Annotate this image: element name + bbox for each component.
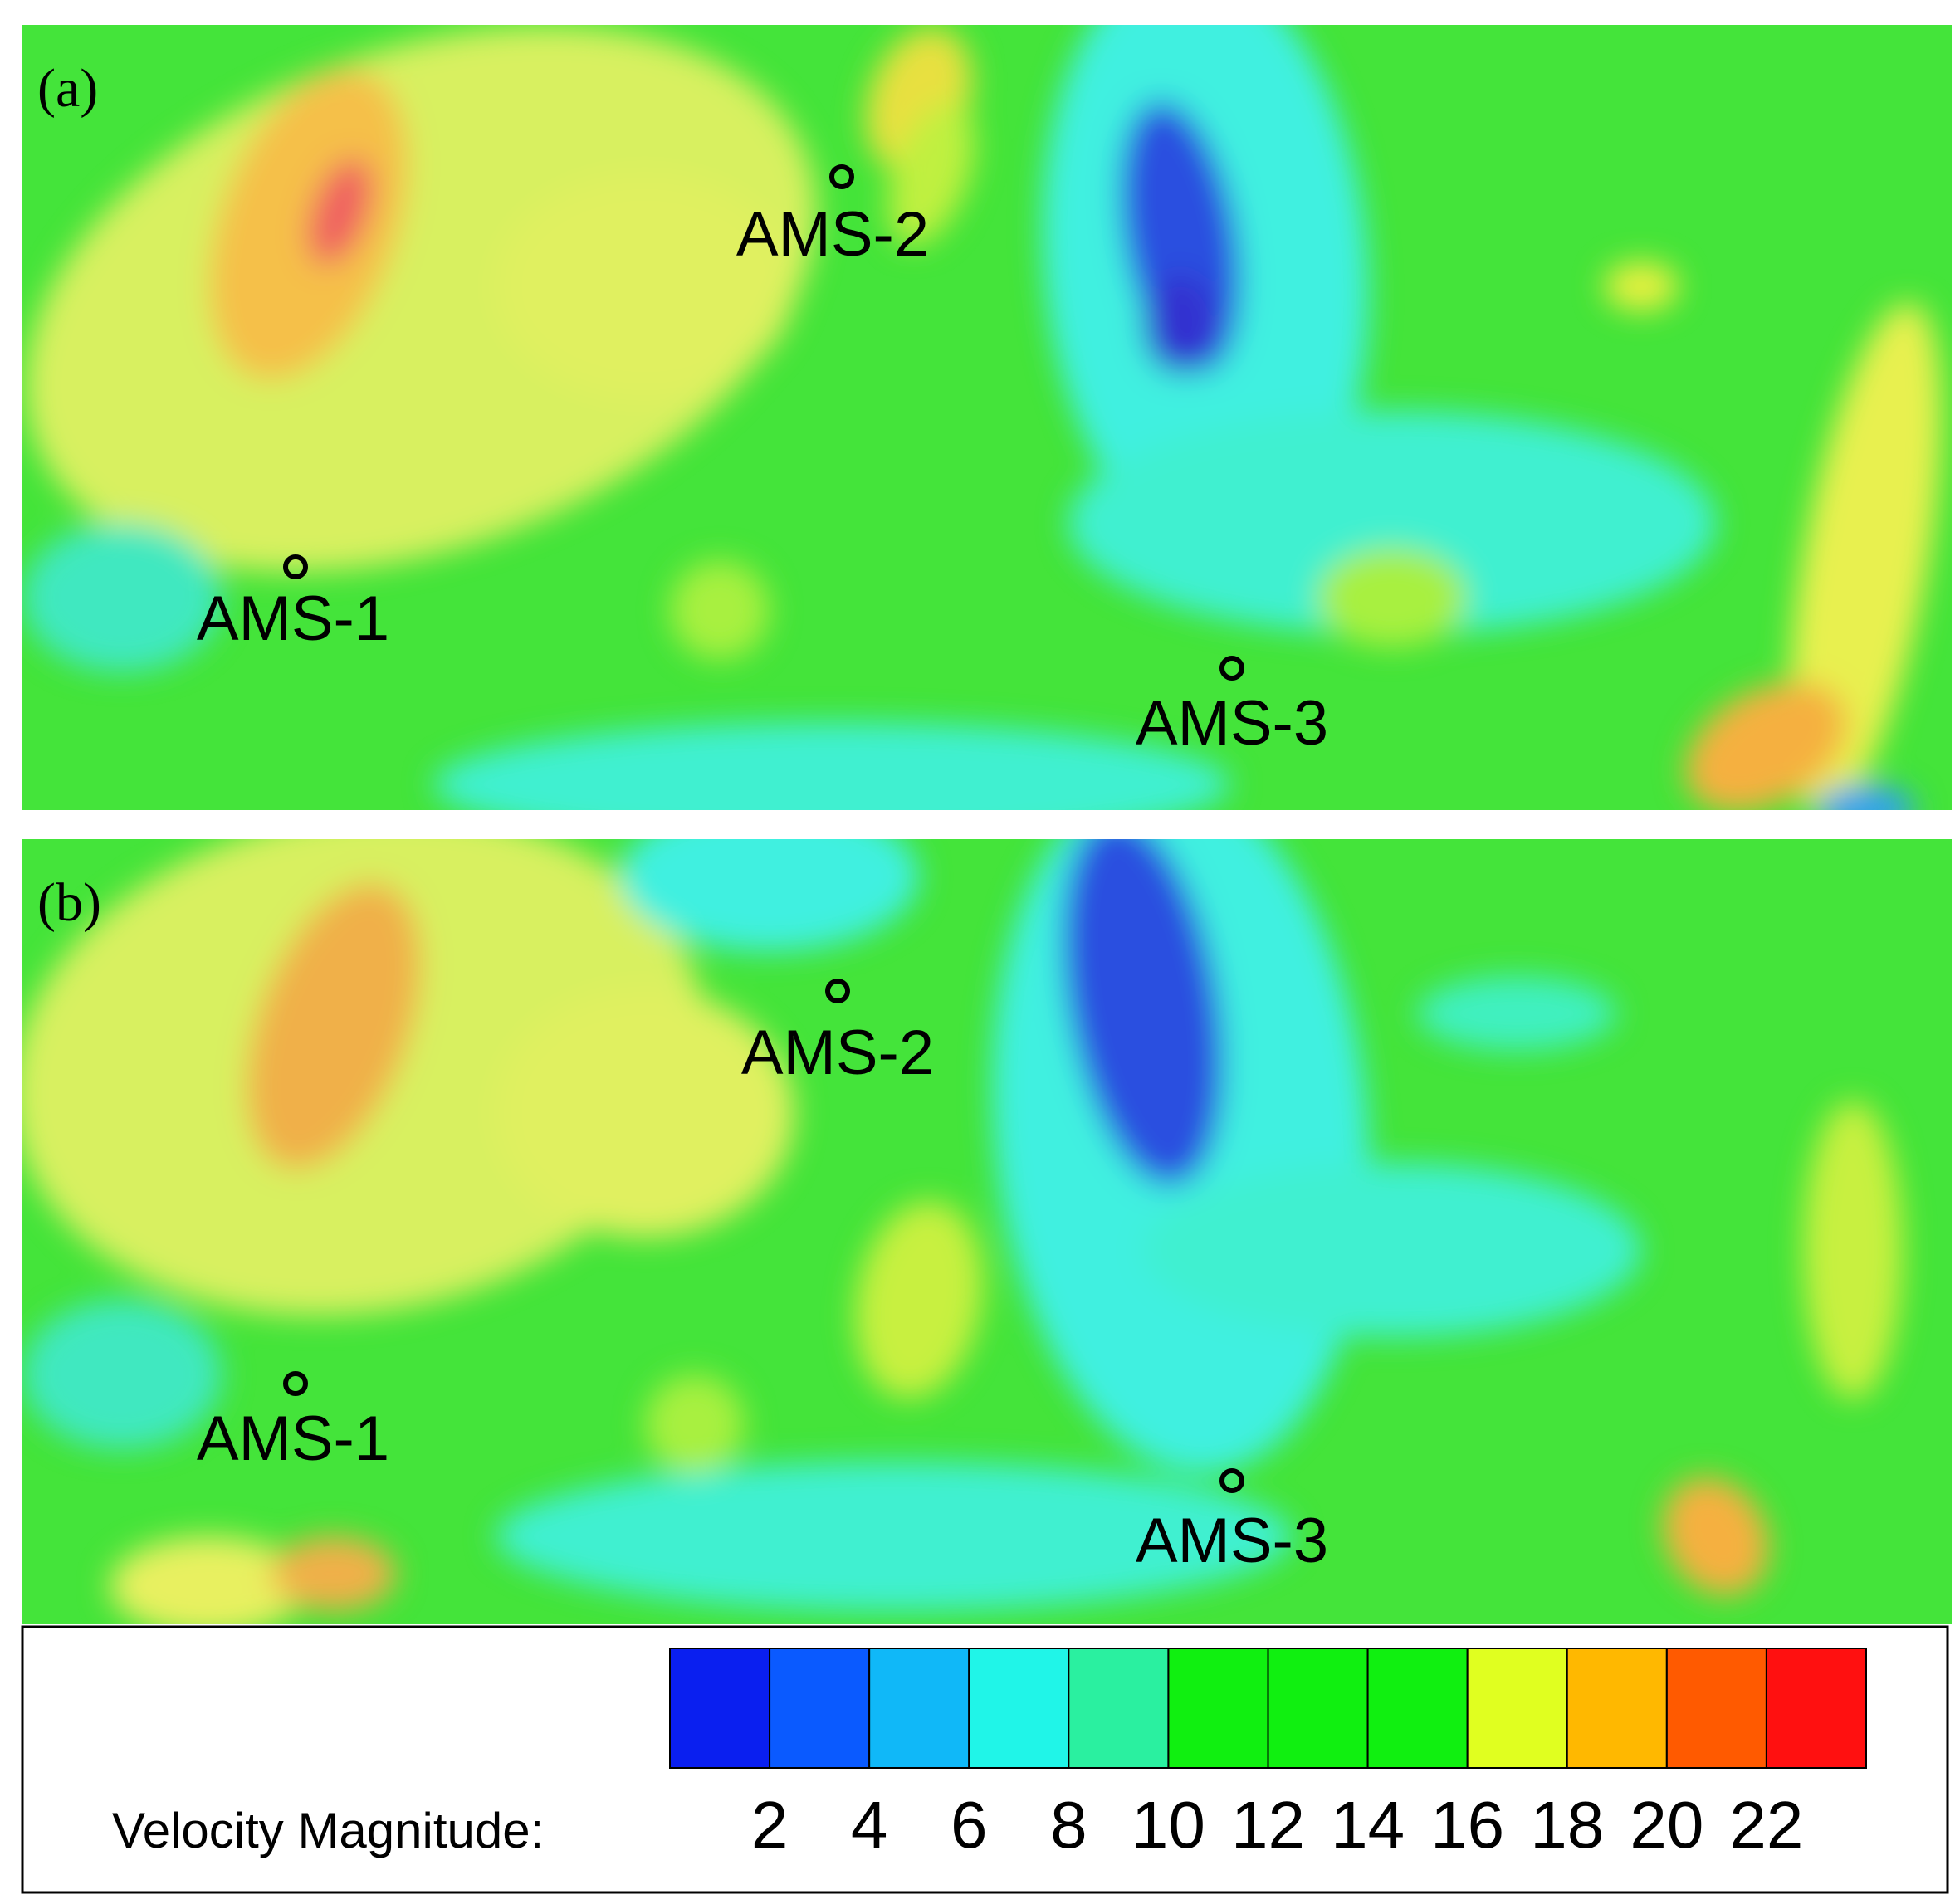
station-marker — [829, 164, 854, 189]
station-label: AMS-1 — [197, 583, 389, 654]
contour-region — [496, 1462, 1293, 1611]
station-marker — [825, 979, 850, 1003]
contour-region — [496, 174, 794, 398]
station-marker — [1219, 1468, 1244, 1493]
colorbar-tick-label: 16 — [1430, 1788, 1504, 1862]
contour-region — [855, 1201, 983, 1399]
colorbar-tick-label: 20 — [1630, 1788, 1703, 1862]
station-label: AMS-2 — [736, 199, 929, 270]
contour-region — [496, 989, 794, 1238]
colorbar-tick-label: 14 — [1331, 1788, 1405, 1862]
colorbar-swatch — [1665, 1648, 1767, 1769]
field-contours — [22, 839, 1903, 1624]
colorbar-swatch — [769, 1648, 871, 1769]
contour-region — [22, 1300, 222, 1449]
contour-region — [247, 883, 421, 1169]
contour-region — [110, 1536, 309, 1624]
contour-region — [1803, 1101, 1903, 1399]
panel-label: (a) — [37, 58, 98, 119]
colorbar-swatch — [669, 1648, 771, 1769]
contour-region — [22, 523, 222, 672]
field-contours — [22, 25, 1942, 810]
contour-region — [1143, 274, 1218, 373]
contour-region — [1685, 681, 1846, 810]
field-panel — [22, 25, 1952, 810]
colorbar-tick-label: 10 — [1131, 1788, 1205, 1862]
panel-label: (b) — [37, 872, 101, 933]
station-label: AMS-3 — [1136, 1506, 1328, 1576]
colorbar-swatch — [968, 1648, 1070, 1769]
contour-region — [1417, 976, 1616, 1051]
contour-region — [1604, 261, 1679, 311]
contour-region — [1143, 1163, 1641, 1337]
colorbar-tick-label: 22 — [1729, 1788, 1803, 1862]
station-label: AMS-1 — [197, 1404, 389, 1474]
field-panel — [22, 839, 1952, 1624]
contour-region — [620, 839, 919, 951]
station-label: AMS-2 — [741, 1018, 934, 1088]
colorbar-swatch — [1466, 1648, 1568, 1769]
contour-region — [1662, 1477, 1770, 1596]
colorbar-swatch — [1566, 1648, 1668, 1769]
contour-region — [25, 26, 817, 572]
station-marker — [283, 554, 308, 579]
colorbar-swatch — [1366, 1648, 1469, 1769]
contour-region — [433, 722, 1230, 810]
colorbar-tick-label: 6 — [951, 1788, 988, 1862]
contour-region — [1068, 411, 1716, 635]
colorbar-tick-label: 8 — [1050, 1788, 1087, 1862]
colorbar-swatch — [1068, 1648, 1170, 1769]
colorbar-tick-label: 4 — [851, 1788, 888, 1862]
contour-region — [271, 1536, 396, 1611]
colorbar-label: Velocity Magnitude: — [112, 1803, 544, 1858]
colorbar-swatch — [1765, 1648, 1868, 1769]
contour-region — [1816, 784, 1915, 810]
colorbar-tick-label: 2 — [751, 1788, 789, 1862]
colorbar-swatch — [1167, 1648, 1269, 1769]
colorbar-tick-label: 12 — [1231, 1788, 1305, 1862]
station-marker — [1219, 656, 1244, 681]
contour-region — [307, 158, 373, 266]
contour-region — [1317, 548, 1467, 647]
station-label: AMS-3 — [1136, 688, 1328, 759]
colorbar-swatch — [1267, 1648, 1369, 1769]
contour-region — [1063, 839, 1224, 1186]
colorbar-swatch — [868, 1648, 970, 1769]
colorbar-tick-label: 18 — [1530, 1788, 1604, 1862]
station-marker — [283, 1371, 308, 1396]
contour-region — [887, 103, 975, 246]
contour-region — [670, 560, 770, 660]
contour-region — [1789, 302, 1942, 810]
contour-region — [645, 1374, 745, 1474]
